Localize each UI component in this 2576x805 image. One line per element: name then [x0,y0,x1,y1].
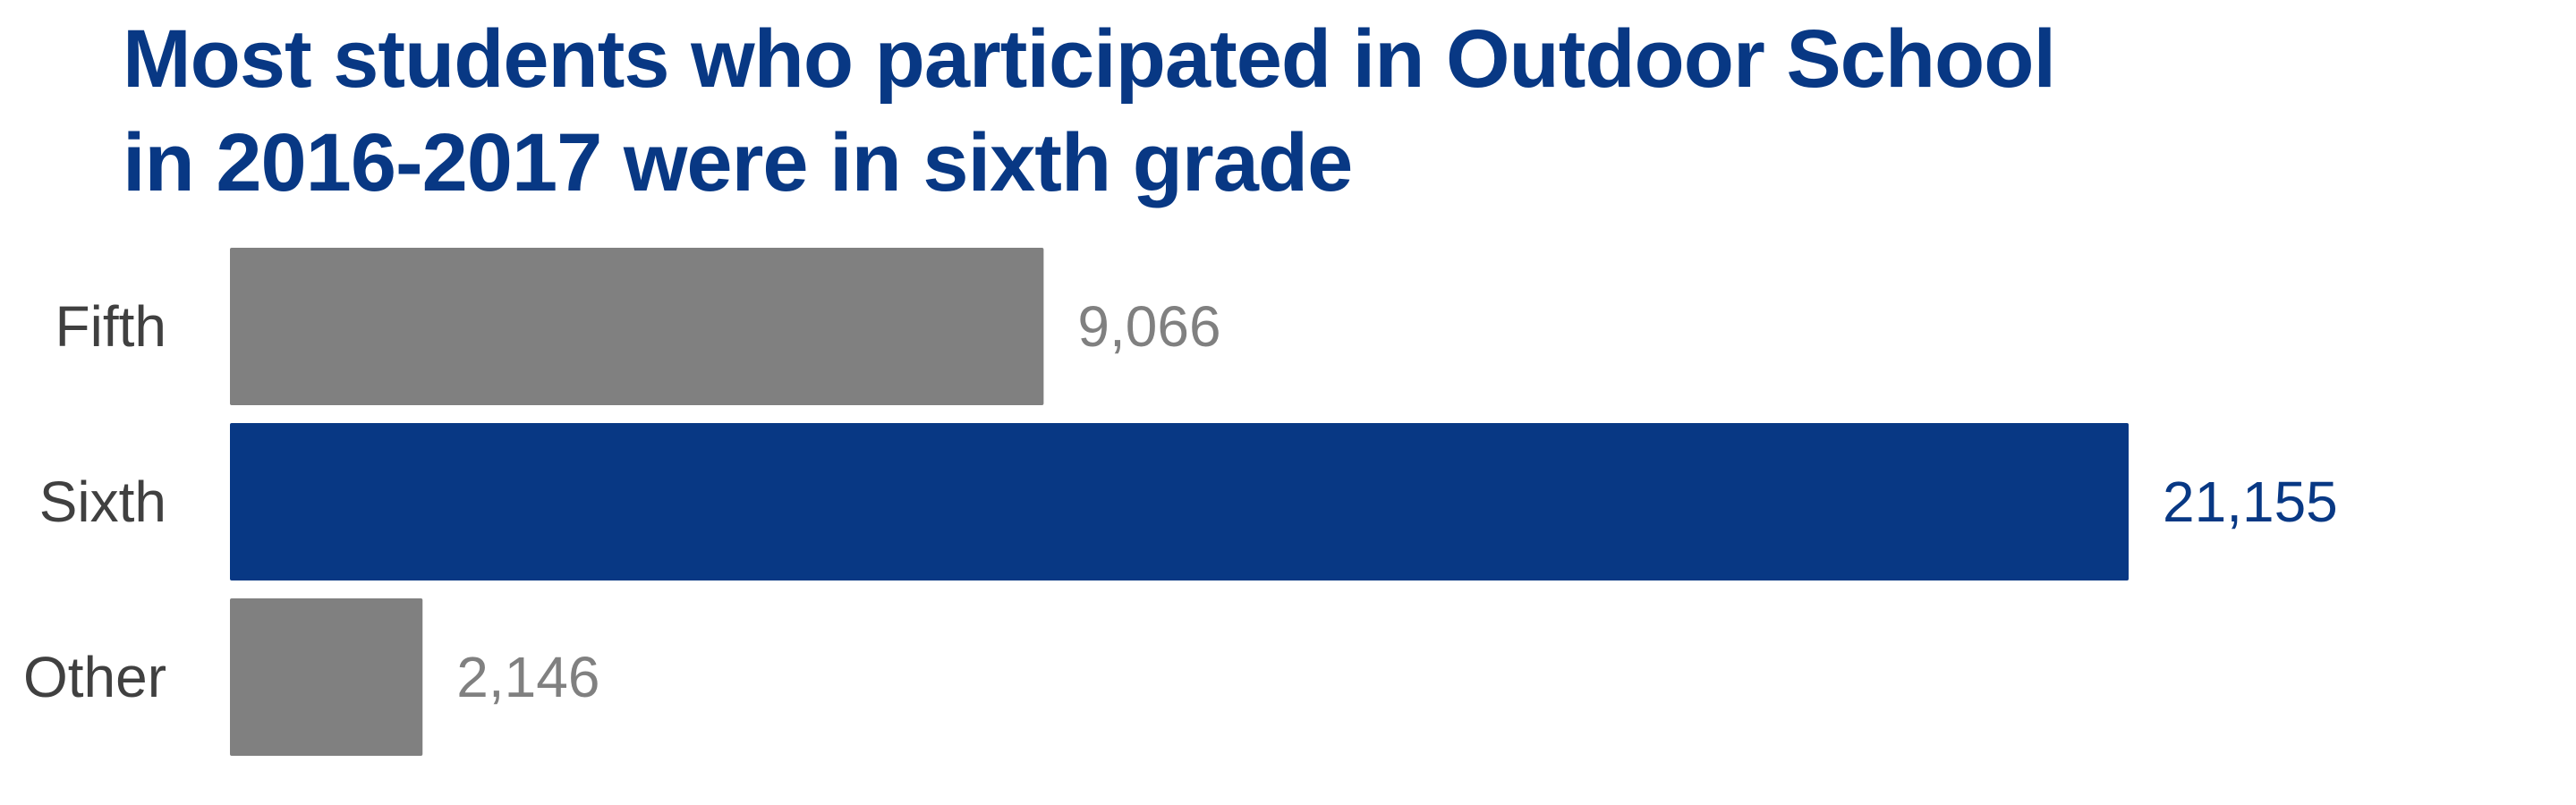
bar-fifth [230,248,1044,405]
chart-title-line-1: Most students who participated in Outdoo… [123,13,2056,105]
value-label-fifth: 9,066 [1077,294,1220,359]
category-label-other: Other [23,645,166,709]
value-label-sixth: 21,155 [2163,470,2338,534]
category-labels: Fifth Sixth Other [23,294,166,709]
category-label-fifth: Fifth [55,294,166,359]
chart-title-line-2: in 2016-2017 were in sixth grade [123,117,1353,208]
bars-group [230,248,2129,756]
category-label-sixth: Sixth [39,470,166,534]
value-labels: 9,066 21,155 2,146 [456,294,2337,709]
bar-sixth [230,423,2129,580]
bar-other [230,598,423,756]
value-label-other: 2,146 [456,645,599,709]
chart-title: Most students who participated in Outdoo… [123,7,2359,215]
